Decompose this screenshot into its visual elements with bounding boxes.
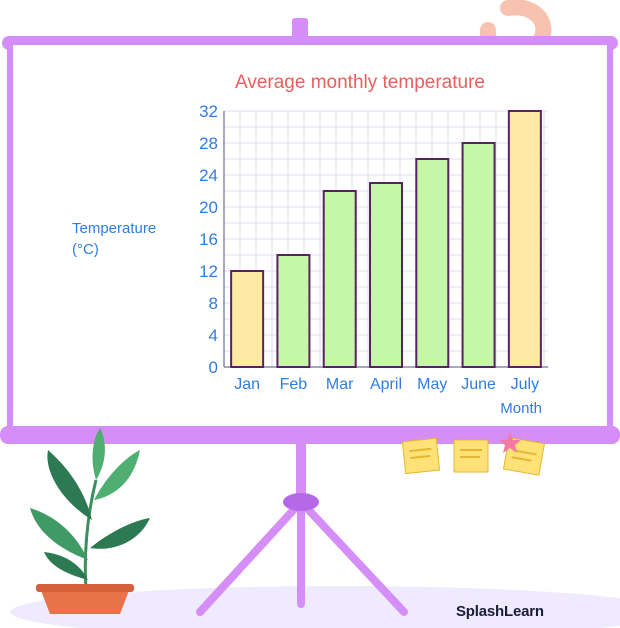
- x-tick-label: Mar: [326, 376, 354, 393]
- brand-logo: SplashLearn: [456, 603, 544, 620]
- y-tick-label: 4: [209, 326, 218, 345]
- bar-june: [461, 142, 496, 368]
- potted-plant-decoration: [30, 428, 150, 614]
- y-tick-labels: 0 4 8 12 16 20 24 28 32: [199, 102, 218, 377]
- x-tick-label: May: [417, 376, 447, 393]
- x-tick-label: Feb: [280, 376, 308, 393]
- y-tick-label: 28: [199, 134, 218, 153]
- y-tick-label: 20: [199, 198, 218, 217]
- bar-july: [507, 110, 542, 368]
- x-tick-label: July: [511, 376, 539, 393]
- y-tick-label: 24: [199, 166, 218, 185]
- y-axis-label-line-1: Temperature: [72, 220, 156, 237]
- x-axis-label: Month: [500, 400, 542, 417]
- tripod-stand: [196, 439, 408, 616]
- floor-shadow: [10, 586, 620, 628]
- y-axis-label: Temperature (°C): [72, 220, 160, 258]
- chart-title: Average monthly temperature: [235, 72, 485, 93]
- bar-jan: [230, 270, 265, 368]
- y-tick-label: 12: [199, 262, 218, 281]
- y-axis-label-line-2: (°C): [72, 241, 99, 258]
- sticky-notes-decoration: [401, 432, 546, 476]
- y-tick-label: 8: [209, 294, 218, 313]
- bar-april: [369, 182, 403, 368]
- x-tick-label: April: [370, 376, 402, 393]
- x-tick-label: Jan: [234, 376, 260, 393]
- bar-may: [415, 158, 450, 368]
- chart-bars: [230, 110, 542, 368]
- x-tick-label: June: [461, 376, 496, 393]
- y-tick-label: 32: [199, 102, 218, 121]
- y-tick-label: 16: [199, 230, 218, 249]
- y-tick-label: 0: [209, 358, 218, 377]
- bar-feb: [276, 254, 311, 368]
- x-tick-labels: Jan Feb Mar April May June July: [234, 376, 539, 393]
- bar-mar: [322, 190, 357, 368]
